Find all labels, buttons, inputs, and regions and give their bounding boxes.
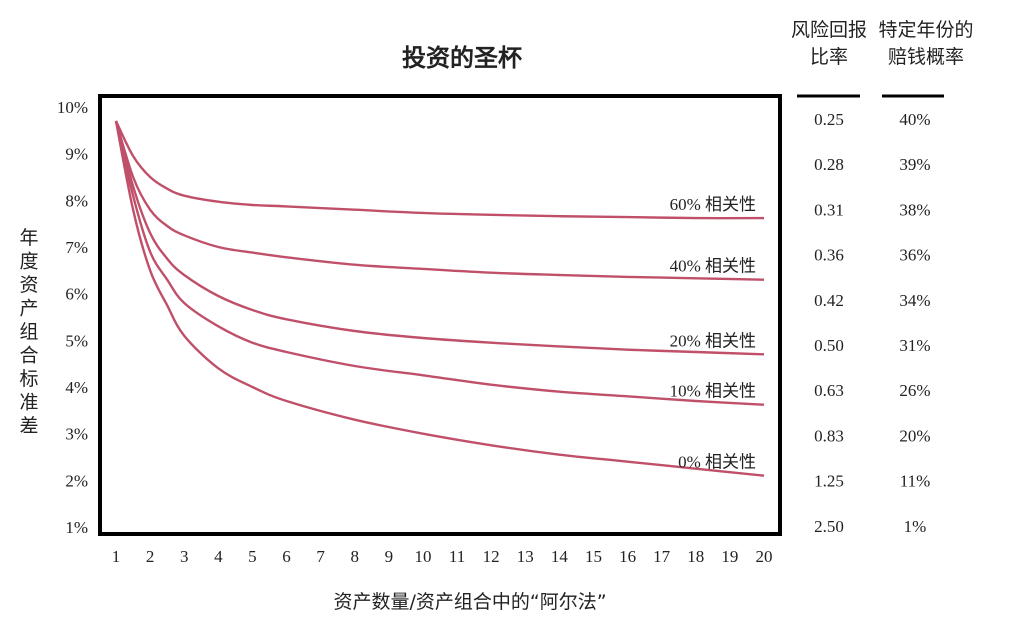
table-loss-prob-cell: 38% (899, 200, 930, 219)
series-label-1: 40% 相关性 (670, 257, 756, 276)
series-line-2 (114, 120, 765, 356)
y-tick-label: 3% (65, 425, 88, 444)
y-tick-label: 4% (65, 378, 88, 397)
table-ratio-cell: 0.28 (814, 155, 844, 174)
table-loss-prob-cell: 26% (899, 381, 930, 400)
x-tick-label: 8 (350, 547, 359, 566)
x-tick-label: 4 (214, 547, 223, 566)
chart-title: 投资的圣杯 (402, 44, 522, 72)
table-loss-prob-cell: 31% (899, 336, 930, 355)
series-label-2: 20% 相关性 (670, 331, 756, 350)
table-col2-header-line1: 特定年份的 (878, 19, 973, 41)
series-labels: 60% 相关性 40% 相关性 20% 相关性 10% 相关性 0% 相关性 (670, 195, 756, 472)
series-label-3: 10% 相关性 (670, 382, 756, 401)
table-ratio-cell: 0.36 (814, 246, 844, 265)
table-ratio-cell: 0.31 (814, 200, 844, 219)
x-tick-label: 7 (316, 547, 325, 566)
x-tick-label: 13 (517, 547, 534, 566)
y-tick-label: 7% (65, 238, 88, 257)
table-loss-prob-cell: 36% (899, 246, 930, 265)
x-tick-label: 6 (282, 547, 291, 566)
x-tick-label: 19 (721, 547, 738, 566)
plot-frame (98, 94, 782, 536)
table-loss-prob-cell: 11% (900, 472, 931, 491)
x-tick-label: 17 (653, 547, 671, 566)
y-axis-label-text: 年度资产组合标准差 (19, 227, 38, 437)
table-col1-header-line1: 风险回报 (791, 19, 867, 41)
x-tick-label: 1 (112, 547, 121, 566)
x-tick-label: 3 (180, 547, 189, 566)
table-rows: 0.25 40% 0.28 39% 0.31 38% 0.36 36% 0.42 34% 0.50 3… (814, 110, 930, 536)
x-tick-label: 2 (146, 547, 155, 566)
x-tick-label: 11 (449, 547, 465, 566)
table-loss-prob-cell: 34% (899, 291, 930, 310)
y-tick-labels: 1% 2% 3% 4% 5% 6% 7% 8% 9% 10% (57, 98, 88, 537)
y-tick-label: 1% (65, 518, 88, 537)
y-tick-label: 10% (57, 98, 88, 117)
series-line-3 (114, 120, 765, 406)
table-ratio-cell: 0.42 (814, 291, 844, 310)
x-tick-label: 12 (483, 547, 500, 566)
table-loss-prob-cell: 40% (899, 110, 930, 129)
table-loss-prob-cell: 39% (899, 155, 930, 174)
y-tick-label: 5% (65, 331, 88, 350)
table-ratio-cell: 0.25 (814, 110, 844, 129)
y-axis-label: 年度资产组合标准差 (19, 227, 38, 437)
table-loss-prob-cell: 1% (904, 517, 927, 536)
series-line-1 (114, 120, 765, 281)
series-lines (114, 120, 765, 477)
x-tick-label: 15 (585, 547, 602, 566)
x-tick-label: 18 (687, 547, 704, 566)
table-ratio-cell: 0.83 (814, 426, 844, 445)
x-tick-labels: 1 2 3 4 5 6 7 8 9 10 11 12 13 14 15 16 17 18 19 20 (112, 547, 773, 566)
x-axis-label: 资产数量/资产组合中的“阿尔法” (333, 591, 606, 613)
y-tick-label: 9% (65, 145, 88, 164)
x-tick-label: 20 (756, 547, 773, 566)
risk-return-table: 风险回报 比率 特定年份的 赔钱概率 0.25 40% 0.28 39% 0.31 38%… (791, 19, 974, 536)
x-tick-label: 9 (385, 547, 394, 566)
series-line-4 (114, 120, 765, 477)
table-col2-header-line2: 赔钱概率 (888, 46, 964, 68)
table-col1-header-line2: 比率 (810, 46, 848, 68)
table-ratio-cell: 0.50 (814, 336, 844, 355)
table-ratio-cell: 2.50 (814, 517, 844, 536)
y-tick-label: 8% (65, 191, 88, 210)
table-ratio-cell: 1.25 (814, 472, 844, 491)
table-ratio-cell: 0.63 (814, 381, 844, 400)
x-tick-label: 14 (551, 547, 569, 566)
x-tick-label: 16 (619, 547, 636, 566)
table-loss-prob-cell: 20% (899, 426, 930, 445)
series-label-4: 0% 相关性 (678, 453, 756, 472)
y-tick-label: 6% (65, 285, 88, 304)
series-label-0: 60% 相关性 (670, 195, 756, 214)
x-tick-label: 5 (248, 547, 257, 566)
y-tick-label: 2% (65, 471, 88, 490)
x-tick-label: 10 (414, 547, 431, 566)
series-line-0 (114, 120, 765, 220)
